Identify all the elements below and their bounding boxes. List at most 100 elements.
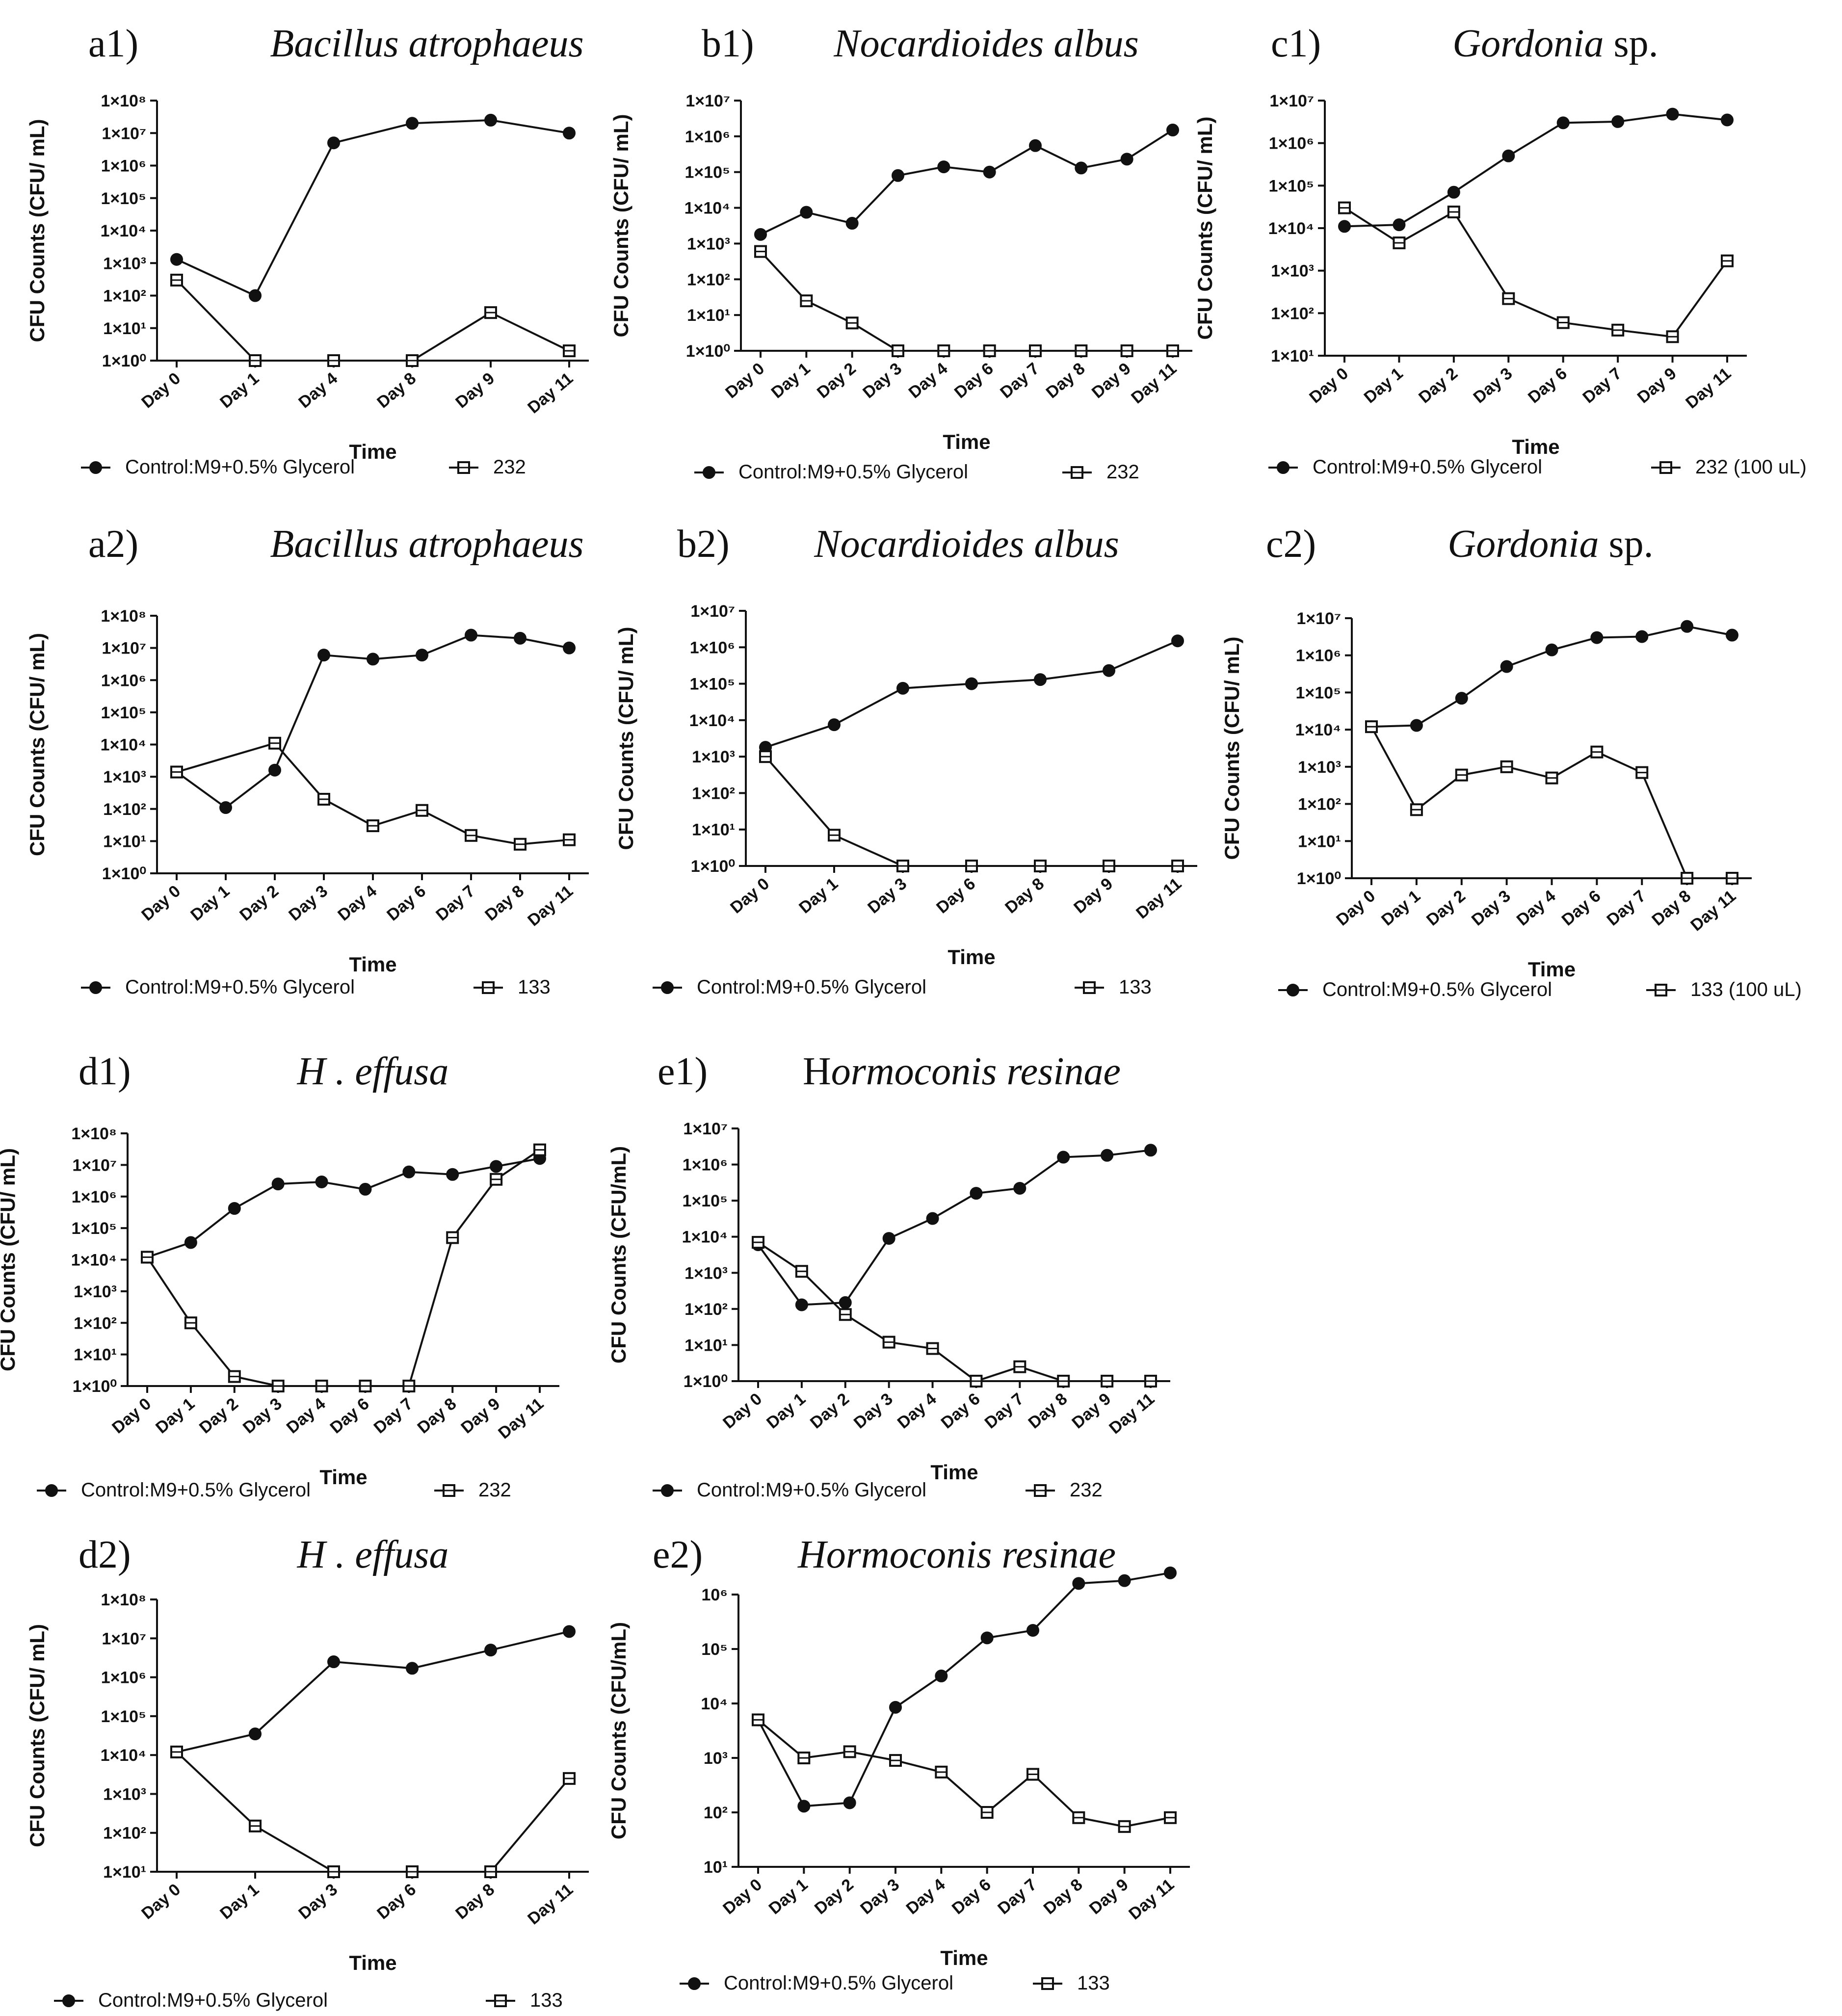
panel-title-b1: Nocardioides albus xyxy=(833,22,1138,65)
point-e2-s0-3 xyxy=(889,1701,902,1714)
x-tick-label-c2-1: Day 1 xyxy=(1378,887,1424,929)
point-a2-s0-6 xyxy=(465,628,477,642)
x-tick-label-e1-0: Day 0 xyxy=(719,1389,765,1432)
panel-label-c2: c2) xyxy=(1266,523,1316,566)
point-a2-s0-8 xyxy=(563,641,576,655)
panel-title-e1: Hormoconis resinae xyxy=(803,1050,1121,1093)
legend-label-a1-0: Control:M9+0.5% Glycerol xyxy=(125,456,355,478)
x-tick-label-d2-4: Day 8 xyxy=(452,1880,498,1923)
y-tick-label-a2-7: 1×10⁷ xyxy=(102,639,146,658)
point-b2-s0-6 xyxy=(1171,634,1184,648)
x-tick-label-d2-5: Day 11 xyxy=(524,1880,577,1928)
series-line-e1-1 xyxy=(757,1241,1151,1383)
point-d1-s0-1 xyxy=(184,1236,197,1249)
point-b1-s0-7 xyxy=(1075,161,1088,175)
y-tick-label-d2-3: 1×10³ xyxy=(103,1785,146,1804)
y-tick-label-c1-1: 1×10¹ xyxy=(1271,347,1314,366)
x-axis-title-e2: Time xyxy=(940,1946,988,1969)
point-c2-s1-0 xyxy=(1365,720,1378,733)
legend-marker-b2-1 xyxy=(1083,981,1096,994)
x-tick-label-d1-3: Day 3 xyxy=(239,1394,286,1437)
point-a2-s0-5 xyxy=(416,649,428,662)
x-tick-label-b1-1: Day 1 xyxy=(768,359,814,402)
x-tick-label-e2-4: Day 4 xyxy=(903,1875,949,1918)
point-a2-s1-6 xyxy=(465,829,477,842)
point-c2-s0-6 xyxy=(1635,630,1649,643)
chart-a2: a2) Bacillus atrophaeus 1×10⁰ 1×10¹ 1×10² 1×1… xyxy=(26,523,589,998)
y-tick-label-b1-0: 1×10⁰ xyxy=(686,342,730,361)
point-b1-s0-4 xyxy=(937,160,950,174)
x-tick-label-d1-7: Day 8 xyxy=(414,1394,460,1437)
x-tick-label-a2-5: Day 6 xyxy=(383,882,429,924)
point-d1-s0-3 xyxy=(271,1178,285,1191)
point-a1-s0-3 xyxy=(406,117,419,130)
series-line-c2-1 xyxy=(1370,726,1732,879)
x-axis-title-c1: Time xyxy=(1512,435,1559,458)
legend-label-d2-1: 133 xyxy=(530,1990,563,2011)
point-a2-s1-5 xyxy=(416,804,428,817)
y-tick-label-d1-6: 1×10⁶ xyxy=(72,1188,117,1206)
series-line-a1-0 xyxy=(176,119,570,297)
point-b1-s1-9 xyxy=(1166,344,1179,357)
point-e1-s0-8 xyxy=(1101,1149,1114,1162)
x-tick-label-b1-3: Day 3 xyxy=(859,359,905,402)
chart-d1: d1) H . effusa 1×10⁰ 1×10¹ 1×10² 1×10³ 1×10⁴ 1×… xyxy=(0,1050,559,1501)
y-tick-label-c2-7: 1×10⁷ xyxy=(1296,609,1341,628)
point-e2-s0-1 xyxy=(797,1800,811,1813)
point-b2-s0-3 xyxy=(965,677,978,690)
series-line-c2-0 xyxy=(1371,625,1733,728)
legend-label-c1-1: 232 (100 uL) xyxy=(1695,456,1807,478)
point-d1-s1-0 xyxy=(141,1251,154,1264)
y-tick-label-a1-7: 1×10⁷ xyxy=(102,124,146,143)
legend-marker-a1-0 xyxy=(89,461,102,474)
point-c1-s0-3 xyxy=(1502,149,1515,162)
legend-marker-c1-0 xyxy=(1277,461,1289,474)
y-tick-label-c2-6: 1×10⁶ xyxy=(1296,647,1341,665)
point-b2-s1-0 xyxy=(759,750,772,763)
point-e2-s0-8 xyxy=(1118,1574,1131,1587)
y-tick-label-b2-1: 1×10¹ xyxy=(692,821,735,839)
point-d1-s1-7 xyxy=(446,1231,459,1244)
legend-label-b1-0: Control:M9+0.5% Glycerol xyxy=(738,461,968,483)
x-tick-label-c1-3: Day 3 xyxy=(1470,364,1516,407)
y-tick-label-b2-0: 1×10⁰ xyxy=(691,857,735,876)
x-tick-label-e2-0: Day 0 xyxy=(719,1875,765,1918)
legend-marker-b1-1 xyxy=(1071,466,1083,479)
point-c1-s0-1 xyxy=(1393,218,1406,232)
point-e2-s0-6 xyxy=(1026,1623,1039,1637)
panel-label-b2: b2) xyxy=(677,523,730,566)
legend-marker-e1-1 xyxy=(1034,1484,1047,1497)
x-tick-label-d2-2: Day 3 xyxy=(295,1880,341,1923)
point-b2-s1-5 xyxy=(1103,860,1115,872)
legend-marker-a2-1 xyxy=(482,981,495,994)
x-tick-label-a2-8: Day 11 xyxy=(524,882,577,930)
y-tick-label-c2-5: 1×10⁵ xyxy=(1295,683,1341,702)
x-tick-label-d1-2: Day 2 xyxy=(196,1394,242,1437)
point-d1-s1-4 xyxy=(315,1380,328,1392)
y-tick-label-a1-0: 1×10⁰ xyxy=(102,352,146,370)
series-line-d1-1 xyxy=(146,1149,541,1387)
point-e2-s0-4 xyxy=(935,1669,948,1682)
point-a1-s1-4 xyxy=(484,306,497,319)
point-d1-s1-2 xyxy=(228,1370,241,1383)
panel-title-a2: Bacillus atrophaeus xyxy=(270,523,583,566)
y-tick-label-b1-7: 1×10⁷ xyxy=(685,92,730,110)
point-e2-s0-7 xyxy=(1072,1577,1085,1590)
point-a1-s0-1 xyxy=(249,289,262,302)
x-tick-label-e2-9: Day 11 xyxy=(1125,1875,1178,1923)
y-tick-label-d2-5: 1×10⁵ xyxy=(101,1707,146,1726)
panel-label-a1: a1) xyxy=(88,22,138,65)
x-tick-label-c2-8: Day 11 xyxy=(1687,887,1739,935)
panel-title-d2: H . effusa xyxy=(297,1533,449,1576)
x-tick-label-d1-5: Day 6 xyxy=(327,1394,373,1437)
point-e2-s1-5 xyxy=(980,1806,994,1819)
y-axis-title-c1: CFU Counts (CFU/ mL) xyxy=(1193,117,1216,340)
x-axis-title-a2: Time xyxy=(349,953,396,976)
y-axis-title-d1: CFU Counts (CFU/ mL) xyxy=(0,1148,19,1371)
y-tick-label-d1-4: 1×10⁴ xyxy=(71,1251,117,1270)
y-tick-label-d1-2: 1×10² xyxy=(74,1314,117,1333)
x-tick-label-c2-0: Day 0 xyxy=(1333,887,1379,929)
legend-marker-d2-0 xyxy=(62,1994,75,2007)
point-e1-s0-7 xyxy=(1057,1151,1070,1164)
point-e1-s0-9 xyxy=(1144,1144,1157,1157)
